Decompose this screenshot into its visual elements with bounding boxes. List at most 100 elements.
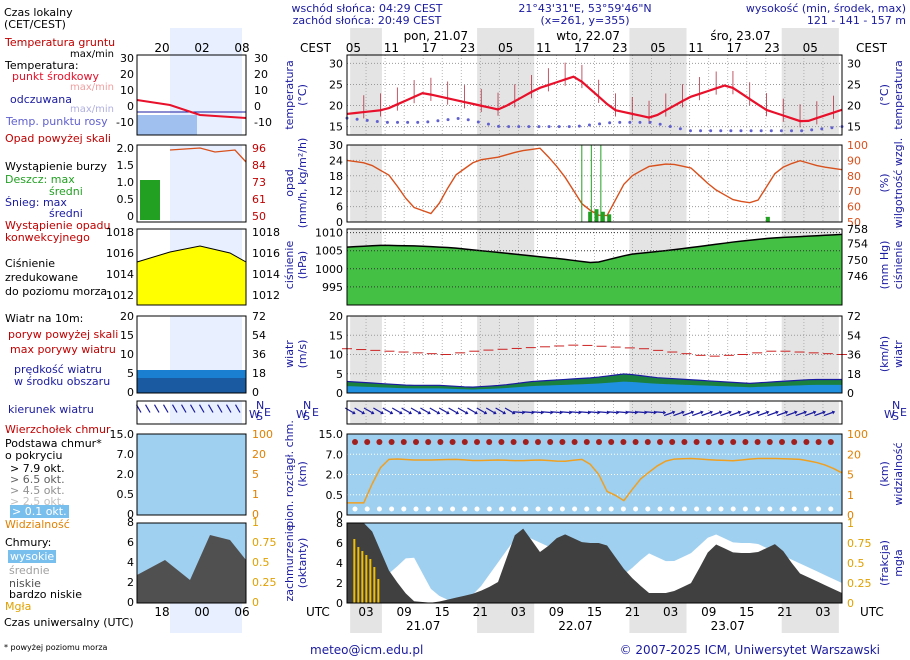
cloud-top-dot: [388, 439, 395, 445]
legend-cloud-left-tick: 2.0: [117, 468, 135, 481]
wind-speed-label: prędkość wiatru: [14, 363, 102, 376]
cloud-top-dot: [461, 439, 468, 445]
wind-speed-inner: [347, 381, 842, 393]
fog-bar: [369, 559, 372, 603]
legend-wind-left-tick: 0: [127, 386, 134, 399]
ground-temp-label: Temperatura gruntu: [5, 36, 116, 49]
visibility-label: Widzialność: [5, 518, 70, 531]
wind-arrow-head: [709, 410, 714, 415]
wind-arrow: [504, 407, 516, 415]
cloud-base-dot: [389, 506, 395, 512]
prec-left-tick: 12: [329, 185, 343, 198]
wind-arrow-shaft: [644, 411, 654, 414]
wind-left-tick: 10: [329, 349, 343, 362]
cloud-top-label: Wierzchołek chmur: [5, 423, 111, 436]
storm-label: Wystąpienie burzy: [5, 160, 107, 173]
wind-arrow: [663, 410, 676, 417]
prec-left-tick: 6: [336, 201, 343, 214]
c25-label: > 2.5 okt.: [10, 495, 65, 508]
temp-left-tick: 15: [329, 121, 343, 134]
cloud-base-dot: [437, 506, 443, 512]
dir-night-band: [350, 401, 382, 424]
legend-cover-area: [137, 535, 246, 603]
compass-letter: W: [884, 408, 895, 421]
top-day-label: śro, 23.07: [710, 29, 770, 43]
legend-dew-fill: [137, 115, 197, 135]
wind-arrow: [373, 407, 384, 415]
legend-wind-left-tick: 5: [127, 367, 134, 380]
wind-axis-unit: (m/s): [296, 340, 309, 369]
wind-arrow: [710, 410, 723, 417]
bottom-hour-tick: 03: [358, 605, 373, 619]
wind-arrow-head: [446, 410, 450, 415]
gust-max-label: max porywy wiatru: [10, 343, 116, 356]
bottom-hour-tick: 21: [777, 605, 792, 619]
legend-wind-right-tick: 0: [252, 386, 259, 399]
dew-point-dot: [830, 126, 834, 130]
wind-arrow: [748, 410, 761, 417]
wind-arrow: [701, 410, 714, 417]
legend-cover-right-tick: 0.5: [252, 556, 270, 569]
bottom-hour-tick: 09: [701, 605, 716, 619]
local-time-sub: (CET/CEST): [4, 18, 66, 31]
wind-right-label: wiatr: [892, 340, 905, 368]
dew-point-dot: [820, 127, 824, 131]
cest-right-label: CEST: [856, 41, 888, 55]
legend-temp-border: [136, 54, 247, 136]
wind-arrow-shaft: [663, 411, 673, 417]
contact-email[interactable]: meteo@icm.edu.pl: [310, 643, 424, 657]
sunset-text: zachód słońca: 20:49 CEST: [292, 14, 442, 27]
top-hour-tick: 17: [726, 41, 741, 55]
dew-point-dot: [678, 127, 682, 131]
dew-point-dot: [365, 118, 369, 122]
wind-arrow-shaft: [720, 411, 730, 417]
legend-wind-arrow: [216, 404, 223, 413]
wind-arrow-shaft: [438, 407, 448, 414]
legend-cloud-right-tick: 100: [252, 428, 273, 441]
wind-arrow: [401, 407, 412, 415]
bottom-hour-tick: 03: [815, 605, 830, 619]
c01-label: > 0.1 okt.: [10, 505, 69, 518]
legend-prec-right-tick: 73: [252, 176, 266, 189]
dew-point-dot: [618, 120, 622, 124]
legend-wind-right-tick: 72: [252, 310, 266, 323]
legend-cloud-right-tick: 5: [252, 468, 259, 481]
wind-speed-label2: w środku obszaru: [14, 375, 111, 388]
wind-arrow-shaft: [363, 407, 373, 414]
wind-arrow: [795, 410, 808, 417]
wind-arrow: [354, 407, 365, 415]
wind-arrow-head: [502, 410, 506, 415]
prec-night-band: [477, 145, 535, 222]
cover-right-unit: (frakcja): [878, 540, 891, 586]
legend-wind-arrow-shaft: [189, 404, 196, 413]
dew-point-dot: [436, 119, 440, 123]
legend-prec-left-tick: 1.5: [117, 159, 135, 172]
dew-point-dot: [719, 129, 723, 133]
wind-arrow-head: [775, 410, 779, 415]
legend-prec-right-tick: 61: [252, 193, 266, 206]
legend-wind-right-tick: 54: [252, 329, 266, 342]
legend-cloud-right-tick: 1: [252, 488, 259, 501]
wind-arrow-shaft: [541, 411, 551, 414]
utc-left-label: UTC: [306, 605, 330, 619]
prec-night-band: [781, 145, 839, 222]
legend-humidity-line: [169, 147, 247, 163]
wind-arrow-shaft: [550, 411, 560, 414]
wind-arrow-head: [671, 410, 676, 415]
wind-arrow-head: [765, 410, 770, 415]
prec-left-tick: 30: [329, 139, 343, 152]
prec-panel-border: [346, 144, 843, 223]
wind-arrow-shaft: [467, 407, 476, 414]
legend-cover-right-tick: 0.25: [252, 576, 277, 589]
legend-wind-arrow-shaft: [216, 404, 223, 413]
pres-right-unit: (mm Hg): [878, 241, 891, 290]
legend-temp-left-tick: -10: [116, 116, 134, 129]
cloud-base-dot: [401, 506, 407, 512]
dew-point-dot: [426, 120, 430, 124]
cover-right-tick: 0.75: [847, 537, 872, 550]
wind-arrow-shaft: [814, 411, 824, 417]
compass-letter: S: [256, 410, 263, 423]
prec-axis-label: opad: [283, 169, 296, 196]
dew-point-dot: [729, 129, 733, 133]
prec-right-tick: 70: [847, 185, 861, 198]
